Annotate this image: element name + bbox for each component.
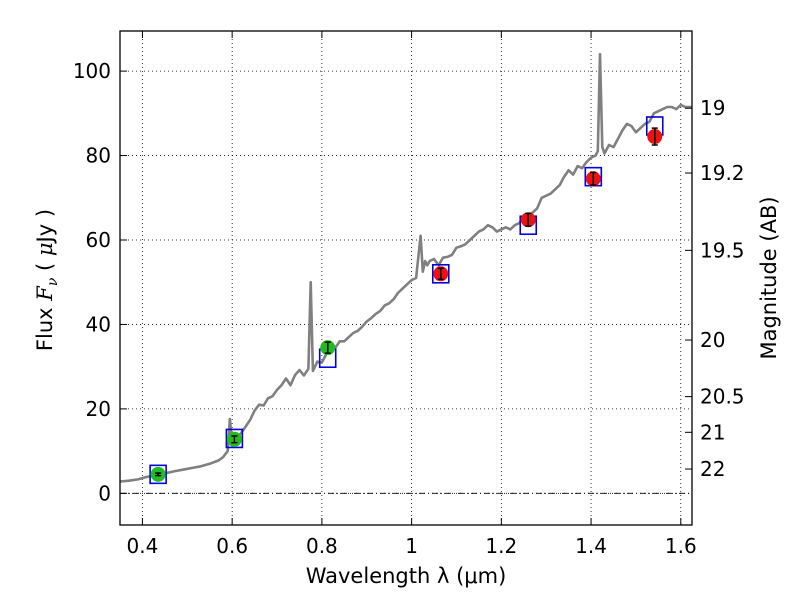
y-tick-label: 40 xyxy=(86,312,111,336)
x-tick-label: 1.4 xyxy=(575,534,607,558)
ticks: 0.4 0.6 0.8 1 1.2 1.4 1.6 0 20 40 60 80 100 19 19.2 19.… xyxy=(73,31,745,558)
y-tick-label: 0 xyxy=(98,481,111,505)
y-tick-label: 60 xyxy=(86,228,111,252)
x-tick-label: 0.4 xyxy=(127,534,159,558)
x-tick-label: 1.6 xyxy=(665,534,697,558)
y-tick-label: 20 xyxy=(86,397,111,421)
x-axis-label: Wavelength λ (μm) xyxy=(306,564,507,588)
axes-frame xyxy=(119,30,693,526)
y2-axis-label: Magnitude (AB) xyxy=(757,196,781,359)
mag-tick-label: 21 xyxy=(700,420,725,444)
model-photometry-square xyxy=(149,464,167,485)
mag-tick-label: 20.5 xyxy=(700,385,745,409)
x-tick-label: 0.8 xyxy=(306,534,338,558)
mag-tick-label: 19.2 xyxy=(700,161,745,185)
x-tick-label: 0.6 xyxy=(216,534,248,558)
mag-tick-label: 19 xyxy=(700,96,725,120)
x-tick-label: 1.2 xyxy=(485,534,517,558)
mag-tick-label: 22 xyxy=(700,457,725,481)
spectrum-line xyxy=(119,52,692,483)
x-tick-label: 1 xyxy=(405,534,418,558)
y-tick-label: 100 xyxy=(73,59,111,83)
model-photometry-square xyxy=(431,263,450,284)
mag-tick-label: 19.5 xyxy=(700,238,745,262)
mag-tick-label: 20 xyxy=(700,328,725,352)
model-photometry-square xyxy=(225,428,244,449)
plot-area xyxy=(119,52,692,485)
y-tick-label: 80 xyxy=(86,144,111,168)
y-axis-label: Flux Fν ( μJy ) xyxy=(33,209,61,351)
